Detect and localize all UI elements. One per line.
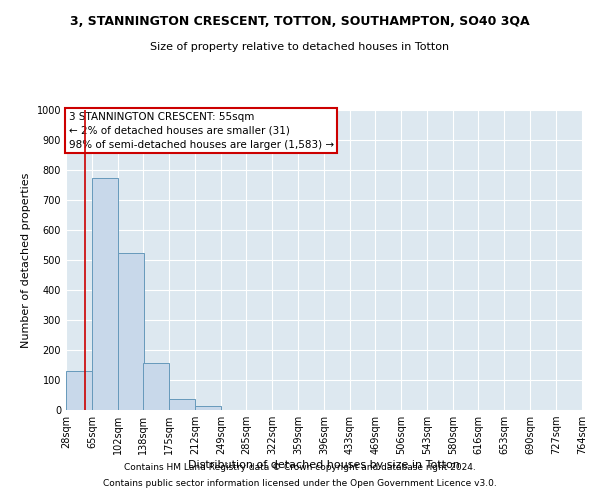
Text: 3, STANNINGTON CRESCENT, TOTTON, SOUTHAMPTON, SO40 3QA: 3, STANNINGTON CRESCENT, TOTTON, SOUTHAM… [70, 15, 530, 28]
Bar [92, 178, 118, 410]
Bar [66, 371, 92, 410]
Text: 3 STANNINGTON CRESCENT: 55sqm
← 2% of detached houses are smaller (31)
98% of se: 3 STANNINGTON CRESCENT: 55sqm ← 2% of de… [68, 112, 334, 150]
Y-axis label: Number of detached properties: Number of detached properties [21, 172, 31, 348]
Text: Contains HM Land Registry data © Crown copyright and database right 2024.: Contains HM Land Registry data © Crown c… [124, 464, 476, 472]
Bar [169, 398, 195, 410]
Text: Size of property relative to detached houses in Totton: Size of property relative to detached ho… [151, 42, 449, 52]
Bar [143, 362, 169, 410]
Text: Contains public sector information licensed under the Open Government Licence v3: Contains public sector information licen… [103, 478, 497, 488]
Bar [195, 406, 221, 410]
X-axis label: Distribution of detached houses by size in Totton: Distribution of detached houses by size … [188, 460, 460, 470]
Bar [118, 252, 144, 410]
